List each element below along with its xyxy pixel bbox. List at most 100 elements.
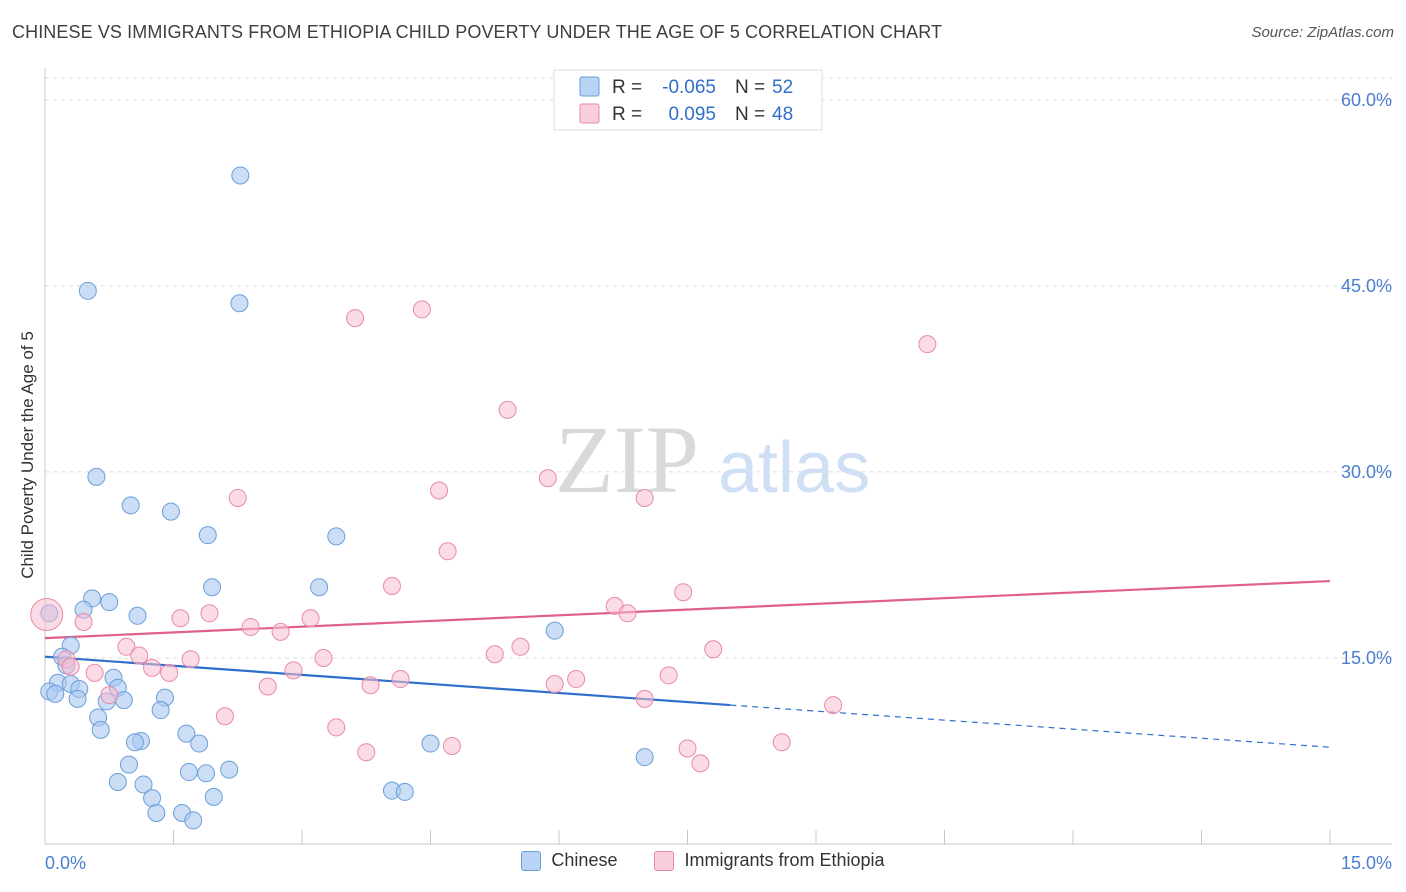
ethiopia-point — [181, 650, 200, 669]
ethiopia-point — [635, 488, 654, 507]
ethiopia-point — [382, 577, 401, 596]
x-tick-label-min: 0.0% — [45, 853, 86, 873]
chinese-point — [78, 281, 97, 300]
ethiopia-point — [327, 718, 346, 737]
chinese-point — [635, 748, 654, 767]
ethiopia-point — [442, 737, 461, 756]
ethiopia-point — [772, 733, 791, 752]
chinese-point — [310, 578, 329, 597]
chinese-point — [143, 789, 162, 808]
chinese-point — [147, 803, 166, 822]
ethiopia-point — [659, 666, 678, 685]
watermark-zip: ZIP — [555, 406, 699, 513]
ethiopia-point — [567, 670, 586, 689]
stats-chinese-n-value: 52 — [772, 77, 793, 98]
chinese-point — [91, 720, 110, 739]
chinese-point — [327, 527, 346, 546]
ethiopia-point — [284, 661, 303, 680]
y-axis-label: Child Poverty Under the Age of 5 — [18, 331, 37, 579]
ethiopia-point — [412, 300, 431, 319]
ethiopia-point — [130, 646, 149, 665]
chinese-point — [125, 733, 144, 752]
ethiopia-point — [74, 612, 93, 631]
ethiopia-point — [61, 657, 80, 676]
ethiopia-point — [171, 609, 190, 628]
chinese-point — [203, 578, 222, 597]
y-tick-label: 15.0% — [1341, 648, 1392, 668]
chinese-point — [100, 593, 119, 612]
legend-item-chinese: Chinese — [521, 850, 617, 871]
ethiopia-point — [361, 676, 380, 695]
chinese-point — [197, 764, 216, 783]
ethiopia-point — [271, 622, 290, 641]
chinese-point — [134, 775, 153, 794]
y-tick-label: 45.0% — [1341, 276, 1392, 296]
y-tick-label: 60.0% — [1341, 90, 1392, 110]
ethiopia-point — [357, 743, 376, 762]
ethiopia-point — [160, 663, 179, 682]
axes — [44, 68, 1392, 845]
ethiopia-point — [704, 640, 723, 659]
chinese-point — [161, 502, 180, 521]
legend-swatch-ethiopia — [654, 850, 675, 871]
source-credit: Source: ZipAtlas.com — [1251, 24, 1394, 41]
chinese-point — [184, 811, 203, 830]
legend-swatch-chinese — [521, 850, 542, 871]
chinese-point — [121, 496, 140, 515]
chinese-point — [220, 760, 239, 779]
stats-chinese-swatch — [579, 76, 600, 97]
chinese-point — [545, 621, 564, 640]
ethiopia-point — [498, 400, 517, 419]
chinese-point — [231, 166, 250, 185]
stats-ethiopia-swatch — [579, 103, 600, 124]
y-tick-label: 30.0% — [1341, 462, 1392, 482]
ethiopia-point — [430, 481, 449, 500]
stats-box: R = -0.065 N = 52 R = 0.095 N = 48 — [553, 69, 823, 131]
chinese-point — [128, 606, 147, 625]
chinese-point — [421, 734, 440, 753]
ethiopia-point — [438, 542, 457, 561]
chinese-point — [108, 772, 127, 791]
ethiopia-point — [545, 674, 564, 693]
chinese-point — [230, 294, 249, 313]
chinese-point — [198, 526, 217, 545]
ethiopia-point — [30, 598, 64, 632]
stats-chinese-r-label: R = — [612, 77, 642, 98]
ethiopia-point — [674, 583, 693, 602]
ethiopia-point — [228, 488, 247, 507]
ethiopia-point — [241, 617, 260, 636]
stats-chinese-r-value: -0.065 — [662, 77, 716, 98]
ethiopia-point — [301, 609, 320, 628]
chinese-point — [179, 763, 198, 782]
chinese-point — [177, 724, 196, 743]
watermark: ZIP atlas — [555, 406, 870, 513]
ethiopia-point — [511, 637, 530, 656]
chinese-point — [46, 684, 65, 703]
trend-lines — [44, 579, 1331, 748]
ethiopia-point — [485, 645, 504, 664]
chinese-trend-extension — [730, 704, 1331, 748]
ethiopia-point — [346, 309, 365, 328]
ethiopia-point — [117, 637, 136, 656]
chinese-point — [151, 701, 170, 720]
ethiopia-points — [30, 300, 937, 773]
stats-ethiopia-r-value: 0.095 — [668, 104, 716, 125]
chinese-point — [190, 734, 209, 753]
ethiopia-point — [258, 677, 277, 696]
legend-label-ethiopia: Immigrants from Ethiopia — [684, 850, 885, 870]
x-tick-label-max: 15.0% — [1341, 853, 1392, 873]
ethiopia-point — [85, 663, 104, 682]
stats-chinese-n-label: N = — [735, 77, 765, 98]
ethiopia-point — [100, 686, 119, 705]
stats-ethiopia-r-label: R = — [612, 104, 642, 125]
chinese-point — [395, 782, 414, 801]
ethiopia-point — [200, 604, 219, 623]
ethiopia-point — [391, 670, 410, 689]
ethiopia-point — [143, 658, 162, 677]
chinese-point — [87, 467, 106, 486]
chinese-point — [204, 787, 223, 806]
ethiopia-point — [824, 696, 843, 715]
ethiopia-point — [691, 754, 710, 773]
legend-label-chinese: Chinese — [551, 850, 618, 870]
